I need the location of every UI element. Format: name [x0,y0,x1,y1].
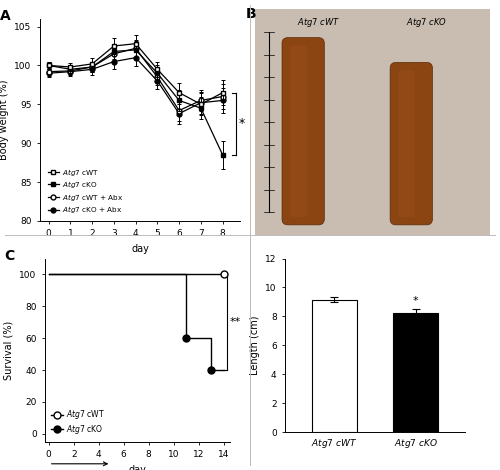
FancyBboxPatch shape [390,63,432,225]
Text: A: A [0,8,10,23]
Bar [394,313,438,432]
Y-axis label: Body weight (%): Body weight (%) [0,79,9,160]
Text: $Atg7$ cKO: $Atg7$ cKO [406,16,447,29]
Legend: $Atg7$ cWT, $Atg7$ cKO, $Atg7$ cWT + Abx, $Atg7$ cKO + Abx: $Atg7$ cWT, $Atg7$ cKO, $Atg7$ cWT + Abx… [44,164,126,218]
FancyBboxPatch shape [282,38,325,225]
Y-axis label: Length (cm): Length (cm) [250,316,260,375]
Text: *: * [238,117,244,130]
X-axis label: day: day [128,465,146,470]
X-axis label: day: day [131,244,149,254]
Bar [312,300,356,432]
Text: $Atg7$ cWT: $Atg7$ cWT [297,16,340,29]
Y-axis label: Survival (%): Survival (%) [4,321,14,380]
Text: C: C [4,249,15,263]
Text: **: ** [230,317,241,327]
FancyBboxPatch shape [398,70,415,217]
Legend: $Atg7$ cWT, $Atg7$ cKO: $Atg7$ cWT, $Atg7$ cKO [48,405,108,439]
Text: B: B [246,7,256,21]
FancyBboxPatch shape [290,46,306,217]
Text: *: * [413,296,418,306]
